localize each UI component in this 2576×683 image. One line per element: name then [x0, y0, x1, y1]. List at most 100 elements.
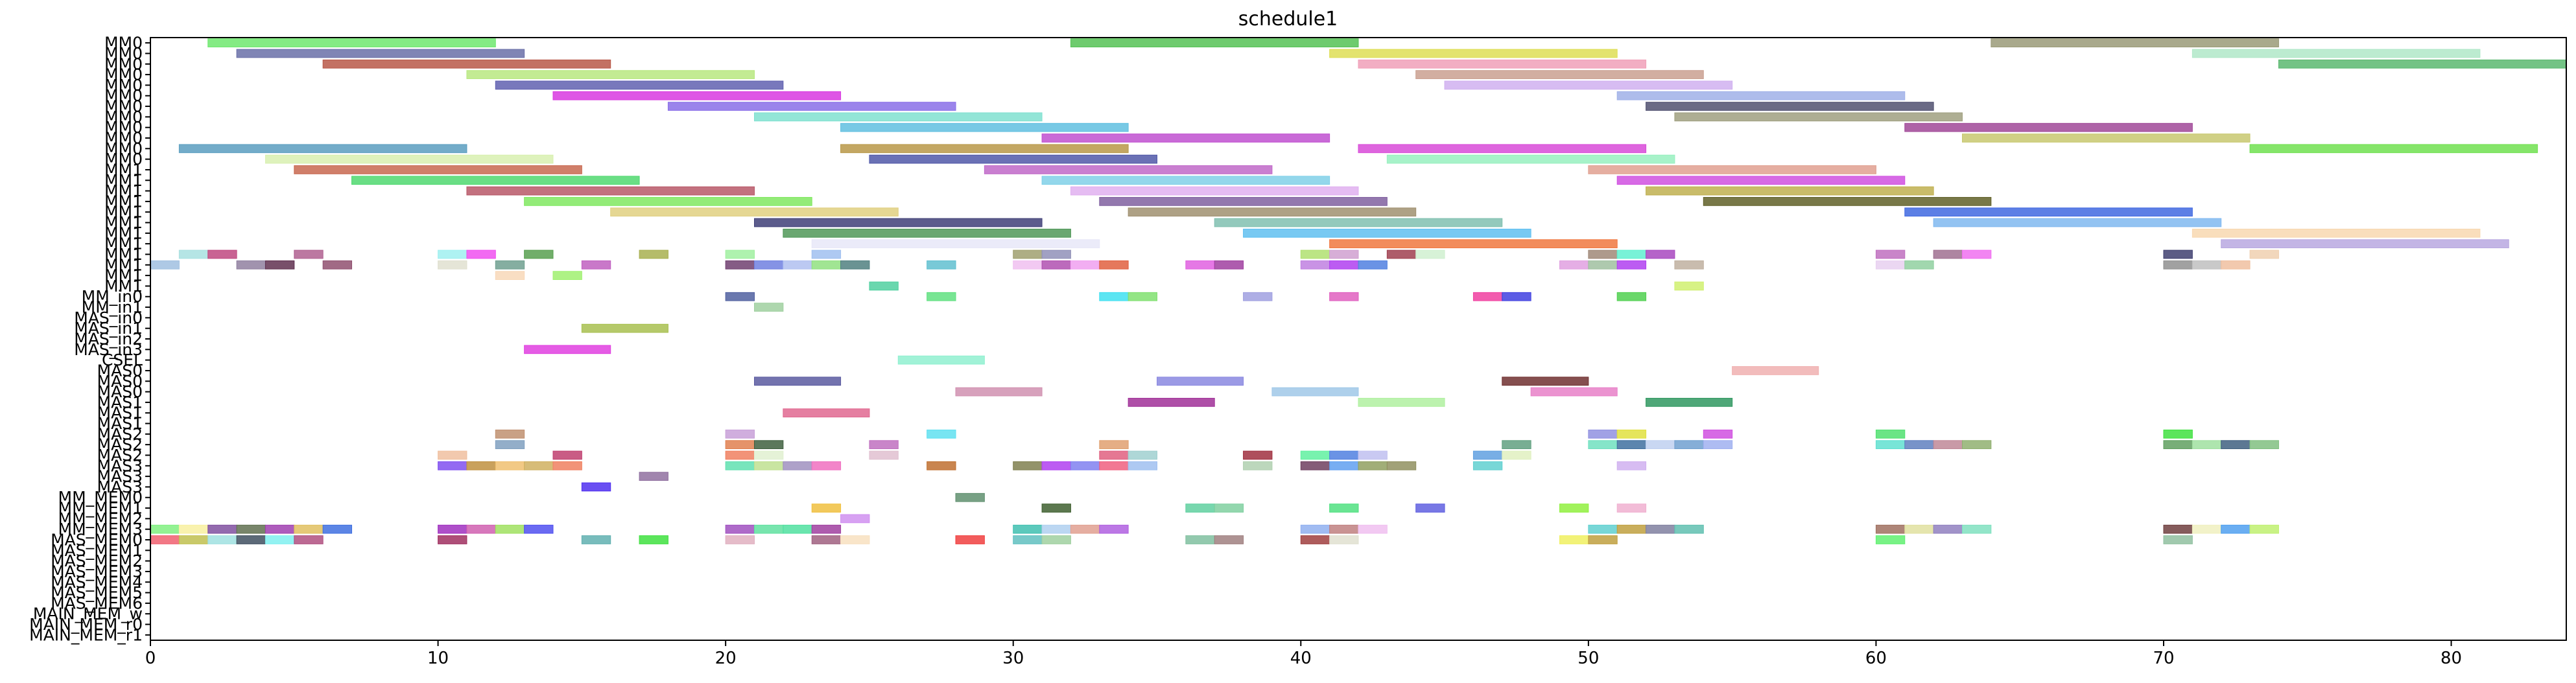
y-tick-label: MM1 [104, 181, 143, 200]
y-tick-label: MM1 [104, 213, 143, 232]
gantt-bar [754, 260, 784, 270]
gantt-bar [1962, 524, 1992, 534]
gantt-bar [610, 207, 899, 217]
y-tick-label: CSEL [102, 351, 143, 369]
gantt-bar [1703, 440, 1733, 450]
gantt-bar [927, 260, 956, 270]
gantt-bar [1358, 524, 1388, 534]
y-tick-label: MAS_MEM4 [51, 573, 143, 592]
gantt-bar [1214, 218, 1503, 227]
gantt-bar [725, 450, 755, 460]
gantt-bar [1703, 197, 1992, 206]
gantt-bar [1559, 504, 1589, 513]
gantt-bar [438, 260, 467, 270]
gantt-bar [1674, 112, 1963, 122]
gantt-bar [2163, 260, 2193, 270]
gantt-bar [1329, 461, 1359, 470]
gantt-bar [1646, 249, 1675, 259]
gantt-bar [466, 461, 496, 470]
gantt-bar [552, 461, 582, 470]
gantt-bar [725, 292, 755, 301]
gantt-bar [236, 260, 266, 270]
gantt-bar [1991, 38, 2279, 48]
gantt-bar [1616, 249, 1647, 259]
y-tick-label: MAS_in3 [74, 340, 143, 359]
gantt-bar [2192, 49, 2481, 58]
gantt-bar [1933, 440, 1963, 450]
gantt-bar [1070, 260, 1100, 270]
gantt-bar [754, 524, 784, 534]
gantt-bar [236, 524, 266, 534]
y-tick-label: MM1 [104, 245, 143, 264]
gantt-bar [495, 80, 784, 90]
gantt-bar [265, 535, 295, 544]
gantt-bar [1616, 524, 1647, 534]
gantt-bar [2163, 429, 2193, 439]
y-tick-label: MM0 [104, 65, 143, 84]
gantt-bar [1962, 133, 2251, 143]
gantt-bar [552, 450, 582, 460]
gantt-bar [811, 461, 842, 470]
gantt-bar [725, 440, 755, 450]
gantt-bar [236, 49, 525, 58]
gantt-bar [2192, 228, 2481, 238]
y-tick-label: MAS_in1 [74, 319, 143, 338]
gantt-bar [438, 450, 467, 460]
plot-frame [150, 37, 2567, 641]
y-tick-label: MAS_in0 [74, 308, 143, 327]
gantt-bar [178, 249, 209, 259]
gantt-bar [1559, 535, 1589, 544]
y-tick-label: MM0 [104, 150, 143, 168]
gantt-bar [1358, 260, 1388, 270]
gantt-bar [1041, 535, 1071, 544]
gantt-bar [1616, 91, 1906, 100]
y-tick-label: MAS_in2 [74, 330, 143, 349]
gantt-bar [1875, 260, 1906, 270]
gantt-bar [1013, 535, 1043, 544]
gantt-bar [2221, 260, 2251, 270]
gantt-bar [984, 165, 1273, 174]
gantt-bar [552, 91, 842, 100]
gantt-bar [1646, 440, 1675, 450]
gantt-bar [1128, 207, 1417, 217]
y-tick-label: MM1 [104, 203, 143, 222]
x-tick-label: 50 [1578, 649, 1599, 668]
gantt-bar [754, 461, 784, 470]
y-tick-label: MM0 [104, 129, 143, 148]
y-tick-label: MM1 [104, 160, 143, 179]
x-tick-label: 0 [145, 649, 156, 668]
gantt-bar [1588, 440, 1618, 450]
gantt-bar [1128, 398, 1215, 407]
gantt-bar [438, 535, 467, 544]
x-tick-label: 10 [427, 649, 449, 668]
gantt-bar [725, 249, 755, 259]
y-tick-label: MM0 [104, 54, 143, 73]
gantt-bar [2249, 249, 2279, 259]
y-tick-label: MM_in0 [82, 287, 143, 306]
gantt-bar [495, 524, 525, 534]
gantt-bar [1646, 102, 1934, 111]
gantt-bar [1904, 440, 1934, 450]
gantt-bar [466, 524, 496, 534]
gantt-bar [955, 535, 985, 544]
gantt-bar [1271, 387, 1359, 397]
gantt-bar [1616, 260, 1647, 270]
gantt-bar [869, 281, 899, 291]
gantt-bar [783, 524, 812, 534]
gantt-bar [2163, 440, 2193, 450]
gantt-bar [1646, 398, 1733, 407]
axes-layer: 0 10 20 30 40 50 60 70 80MM0MM0MM0MM0MM0MM0MM0MM… [29, 34, 2567, 668]
gantt-bar [466, 249, 496, 259]
gantt-bar [265, 260, 295, 270]
gantt-bar [840, 535, 870, 544]
gantt-bar [1099, 292, 1129, 301]
gantt-bar [1616, 292, 1647, 301]
y-tick-label: MAS0 [97, 382, 143, 401]
gantt-bar [1099, 450, 1129, 460]
y-tick-label: MM0 [104, 118, 143, 137]
gantt-bar [754, 440, 784, 450]
gantt-bar [1588, 524, 1618, 534]
gantt-bar [1329, 504, 1359, 513]
gantt-bar [1329, 49, 1618, 58]
